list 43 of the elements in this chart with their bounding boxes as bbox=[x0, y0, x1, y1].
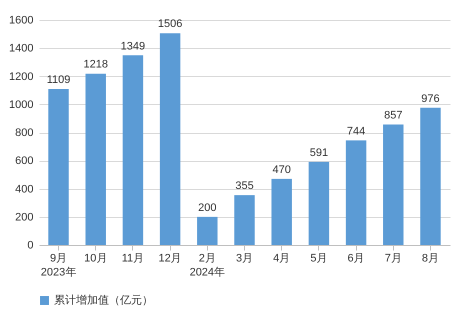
bar bbox=[122, 55, 144, 245]
bar bbox=[85, 74, 106, 245]
legend-label: 累计增加值（亿元） bbox=[54, 294, 153, 306]
x-tick-label: 11月 bbox=[122, 252, 144, 264]
x-tick-label: 4月 bbox=[273, 252, 290, 264]
y-tick-label: 1400 bbox=[9, 42, 34, 55]
bar bbox=[383, 124, 404, 245]
bar bbox=[197, 216, 218, 245]
x-tick-label: 12月 bbox=[158, 252, 182, 264]
data-label: 1349 bbox=[120, 40, 146, 52]
data-label: 355 bbox=[235, 180, 254, 192]
bar bbox=[346, 140, 366, 245]
y-tick-label: 1000 bbox=[9, 98, 34, 111]
x-tick-label: 3月 bbox=[236, 252, 254, 264]
data-label: 1506 bbox=[158, 18, 182, 30]
bar bbox=[271, 178, 292, 245]
data-label: 857 bbox=[384, 109, 402, 122]
y-tick-label: 400 bbox=[15, 183, 34, 196]
data-label: 1218 bbox=[83, 58, 108, 71]
data-label: 200 bbox=[198, 202, 216, 214]
x-tick-label: 8月 bbox=[422, 252, 440, 264]
bar bbox=[308, 162, 330, 245]
data-label: 976 bbox=[421, 92, 440, 105]
y-tick-label: 600 bbox=[15, 155, 34, 168]
y-tick-label: 200 bbox=[15, 211, 34, 224]
y-tick-label: 1600 bbox=[9, 14, 34, 26]
x-tick-label: 2月 2024年 bbox=[190, 252, 226, 278]
bar bbox=[420, 108, 441, 245]
bar bbox=[48, 89, 69, 245]
bar bbox=[234, 195, 255, 245]
data-label: 1109 bbox=[46, 74, 70, 86]
y-tick-label: 0 bbox=[27, 240, 34, 252]
x-tick-label: 6月 bbox=[348, 252, 365, 264]
bar bbox=[160, 33, 180, 245]
y-tick-label: 800 bbox=[15, 127, 34, 139]
x-tick-label: 9月 2023年 bbox=[40, 252, 76, 278]
data-label: 470 bbox=[272, 164, 291, 176]
x-tick-label: 7月 bbox=[384, 252, 402, 264]
data-label: 744 bbox=[346, 125, 366, 138]
x-tick-label: 5月 bbox=[310, 252, 328, 264]
x-tick-label: 10月 bbox=[84, 252, 108, 264]
data-label: 591 bbox=[310, 146, 328, 159]
y-tick-label: 1200 bbox=[9, 70, 34, 83]
